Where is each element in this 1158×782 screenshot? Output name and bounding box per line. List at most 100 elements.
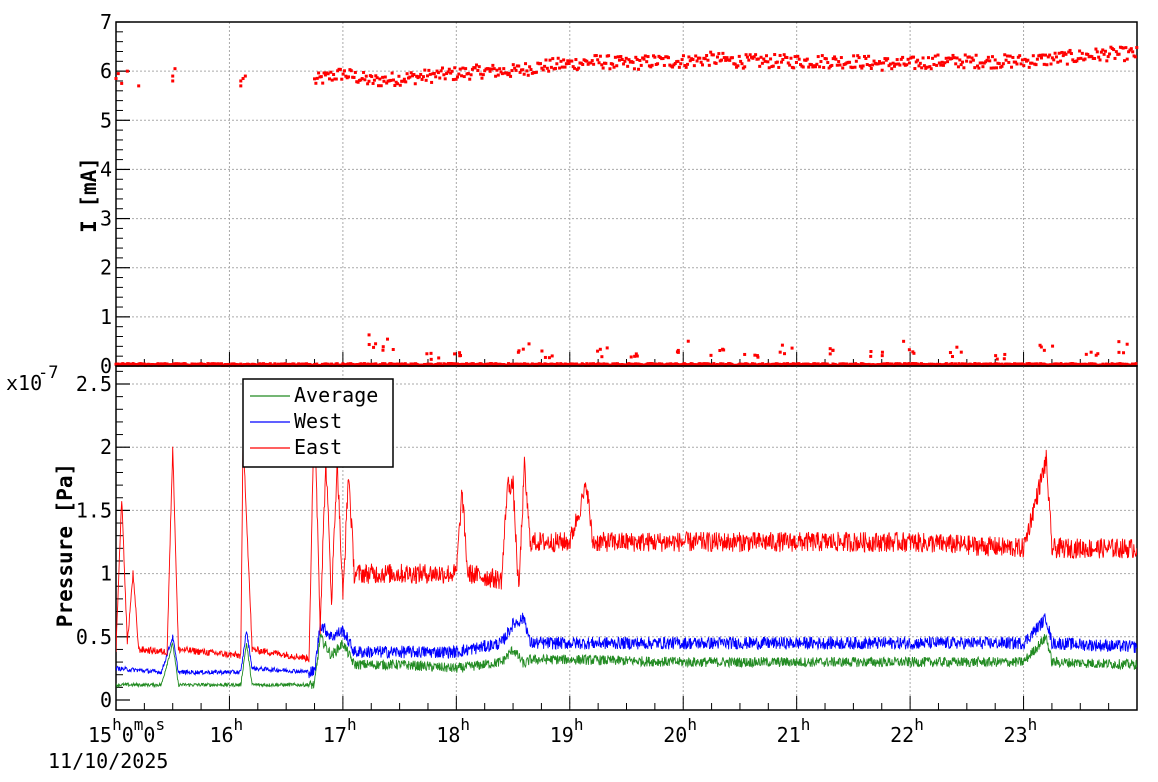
- current-point: [961, 60, 965, 64]
- current-point: [680, 58, 684, 62]
- current-point: [677, 65, 681, 69]
- current-point: [1034, 63, 1038, 67]
- current-point: [313, 77, 317, 81]
- current-point: [848, 60, 852, 64]
- current-point: [600, 355, 604, 359]
- current-point: [869, 354, 873, 358]
- current-point: [522, 72, 526, 76]
- current-point: [623, 59, 627, 63]
- current-point: [914, 60, 918, 64]
- current-point: [703, 57, 707, 61]
- current-point: [944, 362, 948, 366]
- current-point: [1125, 57, 1129, 61]
- current-point: [513, 66, 517, 70]
- current-point: [1011, 55, 1015, 59]
- current-point: [1094, 47, 1098, 51]
- current-point: [879, 61, 883, 65]
- current-point: [457, 72, 461, 76]
- pressure-x-tick-label: 15h0m0s: [88, 715, 165, 747]
- current-point: [534, 70, 538, 74]
- current-point: [130, 363, 134, 367]
- current-point: [617, 58, 621, 62]
- current-point: [841, 66, 845, 70]
- current-point: [951, 53, 955, 57]
- current-point: [430, 80, 434, 84]
- current-point: [592, 62, 596, 66]
- current-point: [529, 68, 533, 72]
- current-point: [867, 54, 871, 58]
- current-point: [863, 54, 867, 58]
- current-point: [356, 80, 360, 84]
- current-point: [574, 58, 578, 62]
- current-point: [733, 62, 737, 66]
- current-point: [792, 66, 796, 70]
- current-point: [785, 56, 789, 60]
- current-y-tick-label: 3: [100, 207, 112, 231]
- current-point: [378, 77, 382, 81]
- current-point: [918, 61, 922, 65]
- current-point: [1015, 62, 1019, 66]
- current-point: [1135, 46, 1139, 50]
- current-point: [429, 351, 433, 355]
- current-point: [616, 55, 620, 59]
- current-point: [1023, 57, 1027, 61]
- current-point: [988, 59, 992, 63]
- current-point: [698, 362, 702, 366]
- current-point: [328, 77, 332, 81]
- current-point: [1071, 58, 1075, 62]
- current-point: [470, 67, 474, 71]
- current-point: [477, 65, 481, 69]
- current-point: [458, 354, 462, 358]
- current-point: [1064, 52, 1068, 56]
- current-point: [492, 67, 496, 71]
- current-point: [545, 66, 549, 70]
- current-point: [779, 60, 783, 64]
- current-point: [694, 54, 698, 58]
- current-point: [426, 74, 430, 78]
- current-point: [809, 63, 813, 67]
- pressure-y-tick-label: 0: [100, 688, 112, 712]
- current-point: [1052, 58, 1056, 62]
- current-point: [239, 84, 243, 88]
- current-point: [450, 69, 454, 73]
- legend-label-east: East: [294, 435, 342, 459]
- current-point: [764, 54, 768, 58]
- current-point: [590, 59, 594, 63]
- current-point: [1005, 54, 1009, 58]
- current-point: [391, 348, 395, 352]
- current-point: [362, 70, 366, 74]
- current-point: [340, 77, 344, 81]
- current-point: [559, 59, 563, 63]
- current-point: [718, 349, 722, 353]
- current-point: [1059, 59, 1063, 63]
- current-point: [907, 61, 911, 65]
- current-point: [686, 339, 690, 343]
- current-point: [367, 79, 371, 83]
- current-point: [334, 77, 338, 81]
- current-point: [596, 58, 600, 62]
- current-point: [370, 75, 374, 79]
- current-point: [420, 77, 424, 81]
- current-point: [929, 67, 933, 71]
- current-point: [1108, 52, 1112, 56]
- current-point: [676, 350, 680, 354]
- current-point: [619, 55, 623, 59]
- current-point: [366, 82, 370, 86]
- current-point: [856, 54, 860, 58]
- current-point: [763, 59, 767, 63]
- current-point: [1000, 64, 1004, 68]
- current-point: [925, 65, 929, 69]
- current-point: [1129, 47, 1133, 51]
- pressure-x-tick-label: 20h: [663, 715, 697, 747]
- current-point: [524, 62, 528, 66]
- current-point: [511, 63, 515, 67]
- current-point: [994, 354, 998, 358]
- current-point: [464, 67, 468, 71]
- current-point: [1054, 55, 1058, 59]
- current-point: [745, 55, 749, 59]
- current-point: [819, 60, 823, 64]
- current-point: [461, 66, 465, 70]
- current-point: [955, 345, 959, 349]
- current-point: [760, 61, 764, 65]
- current-point: [813, 65, 817, 69]
